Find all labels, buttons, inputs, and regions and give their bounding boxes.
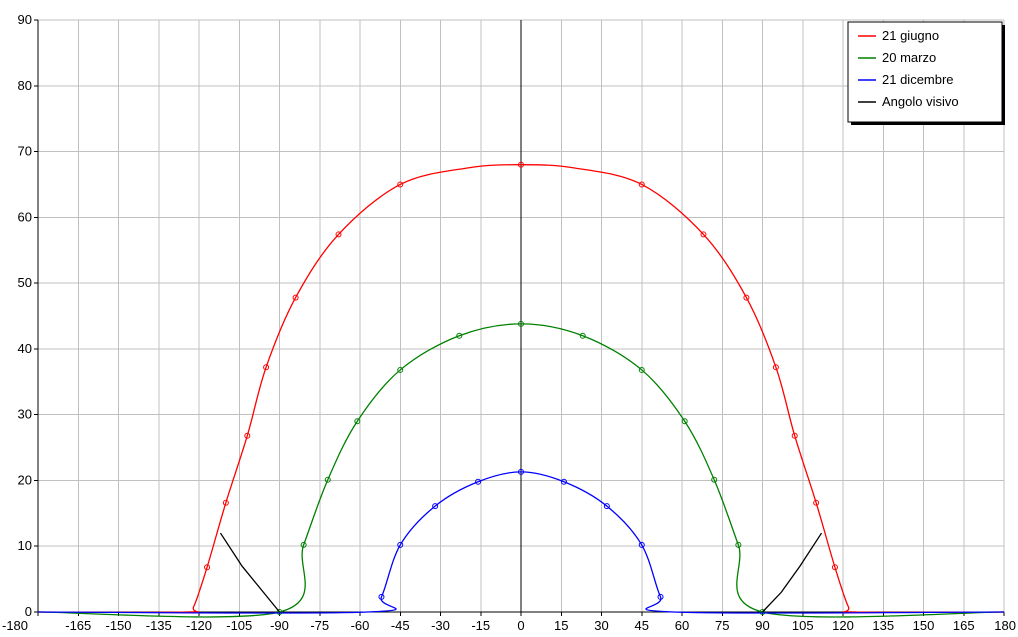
data-point-21-giugno xyxy=(222,499,229,506)
x-tick-label: 30 xyxy=(594,618,608,633)
data-point-20-marzo xyxy=(276,609,283,615)
data-point-20-marzo xyxy=(300,541,307,548)
x-tick-label: -60 xyxy=(351,618,370,633)
x-tick-label: -45 xyxy=(391,618,410,633)
y-tick-label: 60 xyxy=(18,209,32,224)
series xyxy=(37,161,1005,618)
data-point-20-marzo xyxy=(711,476,718,483)
data-point-21-giugno xyxy=(831,564,838,571)
data-point-20-marzo xyxy=(518,320,524,327)
legend-label-20-marzo: 20 marzo xyxy=(882,50,936,65)
data-point-21-dicembre xyxy=(397,541,404,548)
legend-box xyxy=(847,21,1003,123)
y-tick-label: 80 xyxy=(18,78,32,93)
x-tick-label: -135 xyxy=(146,618,172,633)
data-point-21-giugno xyxy=(638,181,645,188)
data-point-20-marzo xyxy=(638,366,645,373)
x-tick-label: 150 xyxy=(913,618,935,633)
x-tick-label: -165 xyxy=(65,618,91,633)
data-point-20-marzo xyxy=(397,366,404,373)
legend: 21 giugno 20 marzo 21 dicembre Angolo visiv… xyxy=(847,21,1005,125)
data-point-20-marzo xyxy=(735,541,742,548)
data-point-21-giugno xyxy=(772,364,779,371)
x-tick-label: -75 xyxy=(310,618,329,633)
data-point-21-giugno xyxy=(700,231,707,238)
series-line-21-dicembre xyxy=(37,471,1005,614)
legend-label-21-giugno: 21 giugno xyxy=(882,28,939,43)
x-tick-label: 60 xyxy=(675,618,689,633)
x-tick-label: 90 xyxy=(755,618,769,633)
data-point-21-giugno xyxy=(292,294,299,301)
y-tick-label: 30 xyxy=(18,407,32,422)
data-point-21-dicembre xyxy=(560,478,567,485)
x-tick-label: 15 xyxy=(554,618,568,633)
data-point-21-giugno xyxy=(244,432,251,439)
data-point-20-marzo xyxy=(324,476,331,483)
data-point-21-dicembre xyxy=(432,503,439,510)
data-point-20-marzo xyxy=(456,332,463,339)
y-tick-label: 10 xyxy=(18,538,32,553)
data-point-21-dicembre xyxy=(378,593,385,600)
legend-label-21-dicembre: 21 dicembre xyxy=(882,72,954,87)
x-tick-label: 120 xyxy=(832,618,854,633)
data-point-21-giugno xyxy=(743,294,750,301)
x-tick-label: 135 xyxy=(872,618,894,633)
series-line-20-marzo xyxy=(37,323,1005,618)
data-point-21-dicembre xyxy=(603,503,610,510)
data-point-21-giugno xyxy=(263,364,270,371)
data-point-20-marzo xyxy=(354,418,361,425)
series-line-21-giugno xyxy=(37,164,1005,614)
data-point-21-giugno xyxy=(518,161,524,168)
x-tick-label: -105 xyxy=(226,618,252,633)
y-tick-label: 50 xyxy=(18,275,32,290)
x-tick-label: -15 xyxy=(471,618,490,633)
data-point-21-dicembre xyxy=(638,541,645,548)
data-point-21-giugno xyxy=(813,499,820,506)
x-tick-label: 165 xyxy=(953,618,975,633)
data-point-20-marzo xyxy=(681,418,688,425)
data-point-21-giugno xyxy=(204,564,211,571)
x-tick-label: -30 xyxy=(431,618,450,633)
x-tick-label: 0 xyxy=(517,618,524,633)
data-point-20-marzo xyxy=(579,332,586,339)
x-tick-label: 45 xyxy=(635,618,649,633)
x-tick-label: -90 xyxy=(270,618,289,633)
x-tick-label: -180 xyxy=(2,618,28,633)
x-tick-label: 105 xyxy=(792,618,814,633)
data-point-21-giugno xyxy=(791,432,798,439)
y-tick-label: 40 xyxy=(18,341,32,356)
series-line-angolo-visivo xyxy=(219,532,281,613)
y-tick-label: 90 xyxy=(18,12,32,27)
y-tick-label: 20 xyxy=(18,472,32,487)
data-point-21-dicembre xyxy=(518,468,524,475)
series-line-angolo-visivo xyxy=(762,532,823,613)
y-tick-label: 0 xyxy=(25,604,32,619)
data-point-21-giugno xyxy=(397,181,404,188)
x-tick-label: 180 xyxy=(994,618,1016,633)
x-tick-label: -150 xyxy=(105,618,131,633)
y-tick-label: 70 xyxy=(18,144,32,159)
x-tick-label: 75 xyxy=(715,618,729,633)
legend-label-angolo-visivo: Angolo visivo xyxy=(882,94,959,109)
data-point-20-marzo xyxy=(759,609,766,615)
data-point-21-dicembre xyxy=(475,478,482,485)
data-point-21-giugno xyxy=(335,231,342,238)
data-point-21-dicembre xyxy=(657,593,664,600)
x-tick-label: -120 xyxy=(186,618,212,633)
